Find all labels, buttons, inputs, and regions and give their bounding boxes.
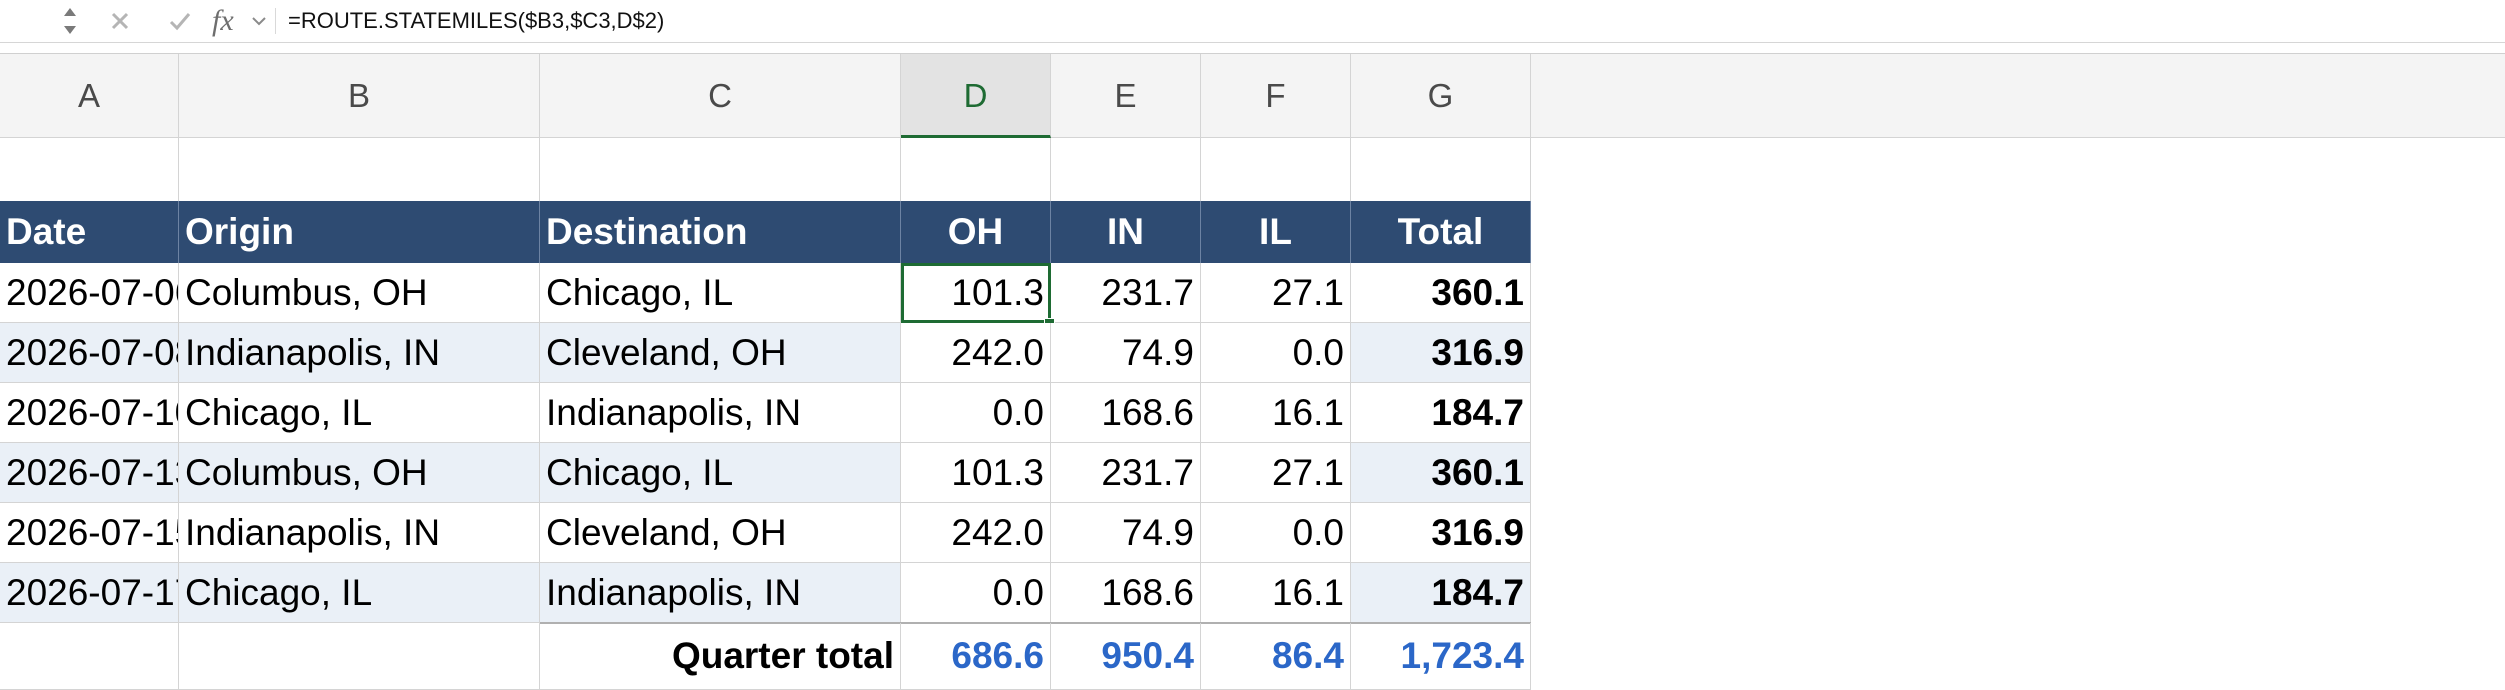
table-row: 2026-07-10 Chicago, IL Indianapolis, IN …: [0, 383, 2505, 443]
origin-cell[interactable]: Indianapolis, IN: [179, 323, 540, 383]
destination-cell[interactable]: Cleveland, OH: [540, 323, 901, 383]
in-miles-cell[interactable]: 168.6: [1051, 383, 1201, 443]
in-miles-cell[interactable]: 168.6: [1051, 563, 1201, 623]
header-date[interactable]: Date: [0, 201, 179, 263]
il-miles-cell[interactable]: 27.1: [1201, 443, 1351, 503]
quarter-total-label[interactable]: Quarter total: [540, 623, 901, 690]
oh-miles-cell[interactable]: 242.0: [901, 323, 1051, 383]
oh-miles-cell[interactable]: 242.0: [901, 503, 1051, 563]
total-miles-cell[interactable]: 360.1: [1351, 263, 1531, 323]
destination-cell[interactable]: Cleveland, OH: [540, 503, 901, 563]
column-header-c[interactable]: C: [540, 54, 901, 138]
header-destination[interactable]: Destination: [540, 201, 901, 263]
table-header-row: Date Origin Destination OH IN IL Total: [0, 201, 2505, 263]
total-miles-cell[interactable]: 184.7: [1351, 563, 1531, 623]
enter-icon[interactable]: [165, 4, 195, 38]
oh-miles-cell-active[interactable]: 101.3: [901, 263, 1051, 323]
cancel-icon[interactable]: [105, 4, 135, 38]
total-miles-cell[interactable]: 360.1: [1351, 443, 1531, 503]
total-miles-cell[interactable]: 184.7: [1351, 383, 1531, 443]
chevron-down-icon[interactable]: [250, 12, 268, 30]
column-header-b[interactable]: B: [179, 54, 540, 138]
destination-cell[interactable]: Indianapolis, IN: [540, 563, 901, 623]
column-header-e[interactable]: E: [1051, 54, 1201, 138]
il-miles-cell[interactable]: 27.1: [1201, 263, 1351, 323]
date-cell[interactable]: 2026-07-10: [0, 383, 179, 443]
date-cell[interactable]: 2026-07-06: [0, 263, 179, 323]
header-il[interactable]: IL: [1201, 201, 1351, 263]
quarter-total-in[interactable]: 950.4: [1051, 623, 1201, 690]
total-miles-cell[interactable]: 316.9: [1351, 323, 1531, 383]
table-row: 2026-07-17 Chicago, IL Indianapolis, IN …: [0, 563, 2505, 623]
date-cell[interactable]: 2026-07-13: [0, 443, 179, 503]
table-row: 2026-07-15 Indianapolis, IN Cleveland, O…: [0, 503, 2505, 563]
in-miles-cell[interactable]: 231.7: [1051, 263, 1201, 323]
name-box-stepper-icon[interactable]: [60, 0, 80, 42]
column-header-d[interactable]: D: [901, 54, 1051, 138]
table-row: 2026-07-13 Columbus, OH Chicago, IL 101.…: [0, 443, 2505, 503]
insert-function-icon[interactable]: fx: [212, 4, 234, 37]
quarter-total-oh[interactable]: 686.6: [901, 623, 1051, 690]
total-miles-cell[interactable]: 316.9: [1351, 503, 1531, 563]
formula-bar-divider: [275, 8, 276, 34]
oh-miles-cell[interactable]: 0.0: [901, 383, 1051, 443]
formula-input[interactable]: =ROUTE.STATEMILES($B3,$C3,D$2): [288, 8, 665, 33]
date-cell[interactable]: 2026-07-08: [0, 323, 179, 383]
column-headers: A B C D E F G: [0, 54, 2505, 138]
oh-miles-cell[interactable]: 101.3: [901, 443, 1051, 503]
cell-empty[interactable]: [0, 623, 179, 690]
in-miles-cell[interactable]: 74.9: [1051, 503, 1201, 563]
header-in[interactable]: IN: [1051, 201, 1201, 263]
table-row: 2026-07-08 Indianapolis, IN Cleveland, O…: [0, 323, 2505, 383]
origin-cell[interactable]: Columbus, OH: [179, 443, 540, 503]
il-miles-cell[interactable]: 16.1: [1201, 563, 1351, 623]
destination-cell[interactable]: Indianapolis, IN: [540, 383, 901, 443]
oh-miles-cell[interactable]: 0.0: [901, 563, 1051, 623]
origin-cell[interactable]: Chicago, IL: [179, 563, 540, 623]
destination-cell[interactable]: Chicago, IL: [540, 263, 901, 323]
cell-empty[interactable]: [179, 623, 540, 690]
header-origin[interactable]: Origin: [179, 201, 540, 263]
date-cell[interactable]: 2026-07-17: [0, 563, 179, 623]
date-cell[interactable]: 2026-07-15: [0, 503, 179, 563]
formula-bar: fx =ROUTE.STATEMILES($B3,$C3,D$2): [0, 0, 2505, 43]
quarter-total-il[interactable]: 86.4: [1201, 623, 1351, 690]
quarter-total-row: Quarter total 686.6 950.4 86.4 1,723.4: [0, 623, 2505, 690]
il-miles-cell[interactable]: 16.1: [1201, 383, 1351, 443]
il-miles-cell[interactable]: 0.0: [1201, 323, 1351, 383]
destination-cell[interactable]: Chicago, IL: [540, 443, 901, 503]
in-miles-cell[interactable]: 231.7: [1051, 443, 1201, 503]
header-oh[interactable]: OH: [901, 201, 1051, 263]
header-total[interactable]: Total: [1351, 201, 1531, 263]
quarter-total-grand[interactable]: 1,723.4: [1351, 623, 1531, 690]
ribbon-gap: [0, 43, 2505, 54]
column-header-f[interactable]: F: [1201, 54, 1351, 138]
column-header-empty: [1531, 54, 2505, 138]
total-rule: [540, 622, 1531, 624]
il-miles-cell[interactable]: 0.0: [1201, 503, 1351, 563]
origin-cell[interactable]: Chicago, IL: [179, 383, 540, 443]
origin-cell[interactable]: Indianapolis, IN: [179, 503, 540, 563]
column-header-a[interactable]: A: [0, 54, 179, 138]
origin-cell[interactable]: Columbus, OH: [179, 263, 540, 323]
table-row: 2026-07-06 Columbus, OH Chicago, IL 101.…: [0, 263, 2505, 323]
column-header-g[interactable]: G: [1351, 54, 1531, 138]
in-miles-cell[interactable]: 74.9: [1051, 323, 1201, 383]
